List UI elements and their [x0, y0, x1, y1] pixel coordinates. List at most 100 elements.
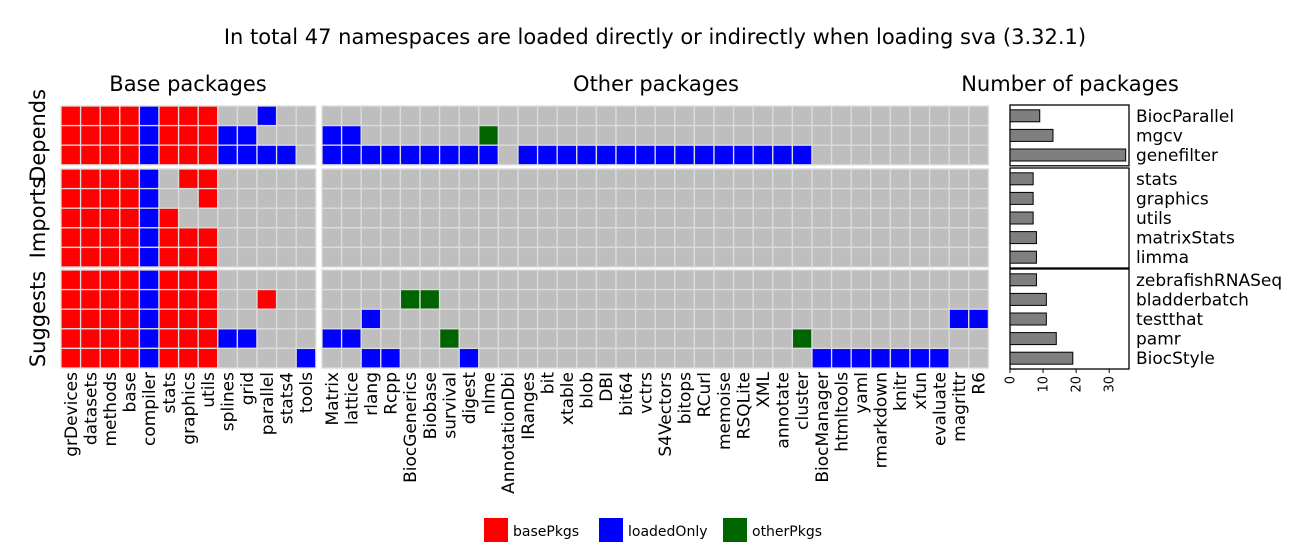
heatmap-cell [752, 124, 774, 146]
heatmap-cell [811, 207, 833, 229]
heatmap-cell [713, 144, 735, 166]
heatmap-cell [693, 105, 715, 127]
heatmap-cell [177, 207, 199, 229]
heatmap-cell [791, 269, 813, 291]
heatmap-cell [713, 227, 735, 249]
heatmap-cell [830, 168, 852, 190]
heatmap-cell [889, 187, 911, 209]
heatmap-cell [713, 246, 735, 268]
heatmap-cell [158, 105, 180, 127]
heatmap-cell [948, 187, 970, 209]
heatmap-cell [517, 269, 539, 291]
heatmap-cell [419, 246, 441, 268]
heatmap-cell [576, 308, 598, 330]
heatmap-cell [634, 105, 656, 127]
heatmap-cell [948, 144, 970, 166]
heatmap-cell [438, 347, 460, 369]
heatmap-cell [576, 347, 598, 369]
heatmap-panels [60, 105, 990, 369]
legend: basePkgs loadedOnly otherPkgs [484, 518, 822, 542]
heatmap-cell [576, 144, 598, 166]
column-label: methods [101, 372, 121, 447]
heatmap-cell [217, 347, 239, 369]
heatmap-cell [556, 269, 578, 291]
heatmap-cell [438, 308, 460, 330]
heatmap-cell [119, 227, 141, 249]
heatmap-cell [556, 207, 578, 229]
package-label: matrixStats [1136, 229, 1235, 249]
column-label: nlme [480, 372, 500, 415]
heatmap-cell [654, 308, 676, 330]
heatmap-cell [615, 246, 637, 268]
heatmap-cell [79, 246, 101, 268]
heatmap-cell [928, 246, 950, 268]
heatmap-cell [889, 207, 911, 229]
heatmap-cell [158, 269, 180, 291]
heatmap-cell [256, 269, 278, 291]
heatmap-cell [615, 328, 637, 350]
chart-title: In total 47 namespaces are loaded direct… [224, 25, 1086, 49]
heatmap-cell [615, 105, 637, 127]
row-group-label: Suggests [26, 271, 50, 367]
column-label: lattice [342, 372, 362, 425]
heatmap-cell [791, 124, 813, 146]
heatmap-cell [536, 105, 558, 127]
heatmap-cell [674, 288, 696, 310]
package-label: utils [1136, 209, 1172, 229]
heatmap-cell [497, 187, 519, 209]
heatmap-cell [321, 187, 343, 209]
heatmap-cell [576, 227, 598, 249]
heatmap-cell [556, 168, 578, 190]
heatmap-cell [556, 144, 578, 166]
heatmap-cell [791, 347, 813, 369]
column-label: R6 [970, 372, 990, 395]
heatmap-cell [928, 187, 950, 209]
package-label: genefilter [1136, 146, 1218, 166]
heatmap-cell [595, 328, 617, 350]
heatmap-cell [275, 187, 297, 209]
heatmap-cell [595, 308, 617, 330]
heatmap-cell [948, 168, 970, 190]
column-label: splines [219, 372, 239, 431]
heatmap-cell [850, 168, 872, 190]
heatmap-cell [119, 308, 141, 330]
heatmap-cell [556, 105, 578, 127]
heatmap-cell [674, 168, 696, 190]
heatmap-cell [536, 328, 558, 350]
heatmap-cell [478, 246, 500, 268]
heatmap-cell [438, 328, 460, 350]
column-label: RSQLite [734, 372, 754, 439]
package-label: limma [1136, 248, 1189, 268]
heatmap-cell [517, 168, 539, 190]
heatmap-cell [60, 168, 82, 190]
heatmap-cell [275, 269, 297, 291]
package-label: BiocStyle [1136, 349, 1215, 369]
heatmap-cell [595, 168, 617, 190]
heatmap-cell [634, 227, 656, 249]
heatmap-cell [321, 207, 343, 229]
heatmap-cell [811, 308, 833, 330]
column-label: xfun [911, 372, 931, 410]
heatmap-cell [556, 328, 578, 350]
heatmap-cell [556, 308, 578, 330]
heatmap-cell [968, 246, 990, 268]
heatmap-cell [340, 227, 362, 249]
heatmap-cell [99, 347, 121, 369]
heatmap-cell [399, 187, 421, 209]
heatmap-cell [158, 227, 180, 249]
heatmap-cell [870, 347, 892, 369]
heatmap-cell [419, 124, 441, 146]
heatmap-cell [536, 347, 558, 369]
heatmap-cell [517, 105, 539, 127]
heatmap-cell [360, 347, 382, 369]
heatmap-cell [830, 269, 852, 291]
heatmap-cell [236, 288, 258, 310]
heatmap-cell [217, 328, 239, 350]
heatmap-cell [177, 144, 199, 166]
heatmap-cell [870, 328, 892, 350]
heatmap-cell [772, 308, 794, 330]
heatmap-cell [360, 328, 382, 350]
heatmap-cell [79, 168, 101, 190]
heatmap-cell [713, 269, 735, 291]
